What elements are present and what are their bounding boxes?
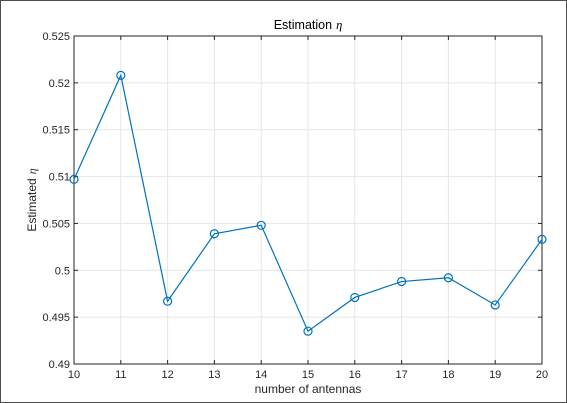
x-tick-label: 19	[489, 369, 501, 381]
tick-labels: 10 11 12 13 14 15 16 17 18 19 20 0.49 0.495 0.5 0.505 0…	[42, 31, 548, 381]
x-tick-label: 12	[161, 369, 173, 381]
y-axis-label: Estimated η	[25, 168, 39, 231]
chart-title-symbol: η	[336, 18, 342, 32]
y-tick-label: 0.515	[42, 125, 70, 137]
axis-ticks	[73, 35, 543, 365]
data-point	[256, 220, 266, 230]
x-tick-label: 10	[68, 369, 80, 381]
data-point	[443, 273, 453, 283]
x-tick-label: 16	[349, 369, 361, 381]
x-tick-label: 20	[536, 369, 548, 381]
y-tick-label: 0.49	[49, 359, 70, 371]
x-axis-label: number of antennas	[255, 382, 362, 396]
x-tick-label: 17	[395, 369, 407, 381]
y-tick-label: 0.52	[49, 78, 70, 90]
data-point	[69, 174, 79, 184]
x-tick-label: 18	[442, 369, 454, 381]
y-axis-label-symbol: η	[25, 168, 39, 174]
data-series	[69, 70, 547, 336]
data-point	[116, 70, 126, 80]
data-point	[397, 276, 407, 287]
y-axis-label-text: Estimated	[25, 178, 39, 231]
data-point	[163, 296, 173, 306]
x-tick-label: 13	[208, 369, 220, 381]
y-tick-label: 0.5	[55, 265, 70, 277]
y-tick-label: 0.525	[42, 31, 70, 43]
y-tick-label: 0.495	[42, 312, 70, 324]
grid-lines	[73, 35, 543, 365]
series-line	[73, 73, 543, 333]
x-tick-label: 11	[115, 369, 126, 381]
data-point	[537, 234, 547, 244]
y-tick-label: 0.505	[42, 218, 70, 230]
chart-title: Estimation η	[274, 18, 343, 32]
x-tick-label: 15	[302, 369, 314, 381]
data-point	[490, 300, 500, 310]
x-tick-label: 14	[255, 369, 267, 381]
chart-title-text: Estimation	[274, 18, 332, 32]
data-point	[209, 229, 219, 239]
y-tick-label: 0.51	[49, 172, 70, 184]
data-point	[303, 326, 313, 336]
data-point	[350, 292, 360, 303]
